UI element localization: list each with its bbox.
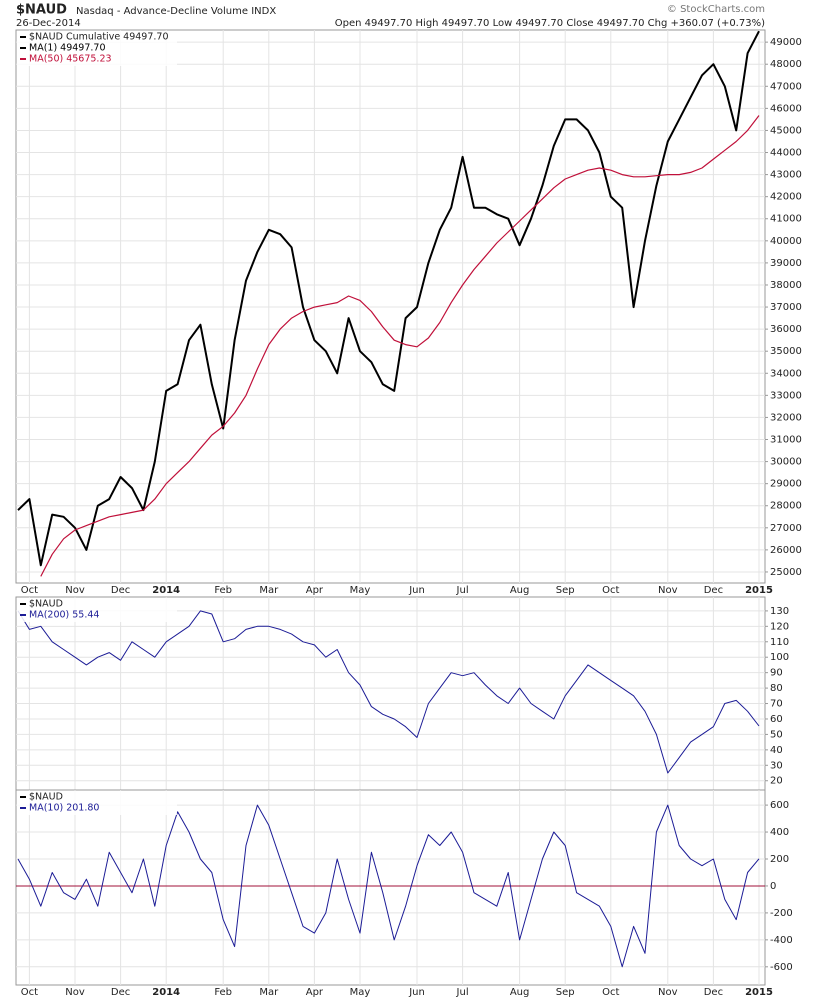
y-tick-label: 0 xyxy=(770,881,776,892)
y-tick-label: -600 xyxy=(770,962,793,973)
y-tick-label: 28000 xyxy=(770,501,802,512)
y-tick-label: 70 xyxy=(770,699,783,710)
x-tick-label: Nov xyxy=(658,987,678,998)
x-tick-label: Sep xyxy=(556,585,575,596)
y-tick-label: 29000 xyxy=(770,479,802,490)
y-tick-label: 34000 xyxy=(770,368,802,379)
x-tick-label: Oct xyxy=(602,585,619,596)
y-tick-label: 36000 xyxy=(770,324,802,335)
y-tick-label: 80 xyxy=(770,683,783,694)
legend-entry: MA(1) 49497.70 xyxy=(29,43,106,54)
y-tick-label: 600 xyxy=(770,800,789,811)
x-tick-label: May xyxy=(350,585,371,596)
x-tick-label: Apr xyxy=(306,987,324,998)
y-tick-label: -200 xyxy=(770,908,793,919)
x-tick-label: Jul xyxy=(456,585,469,596)
x-tick-label: Dec xyxy=(704,585,723,596)
y-tick-label: 31000 xyxy=(770,435,802,446)
x-tick-label: Aug xyxy=(510,585,530,596)
y-tick-label: 200 xyxy=(770,854,789,865)
credit: © StockCharts.com xyxy=(667,4,765,15)
series-line xyxy=(17,804,760,968)
legend-box xyxy=(17,31,177,66)
series-line xyxy=(17,610,760,774)
panel-frame xyxy=(15,29,766,584)
index-name: Nasdaq - Advance-Decline Volume INDX xyxy=(76,6,276,17)
legend-box xyxy=(17,791,177,815)
x-tick-label: Feb xyxy=(214,987,232,998)
x-tick-label: Mar xyxy=(259,585,279,596)
y-tick-label: 400 xyxy=(770,827,789,838)
y-tick-label: 46000 xyxy=(770,103,802,114)
series-line xyxy=(40,115,760,577)
panel-frame xyxy=(15,789,766,986)
y-tick-label: 40000 xyxy=(770,236,802,247)
x-tick-label: Oct xyxy=(21,987,38,998)
x-tick-label: Dec xyxy=(111,987,130,998)
legend-title: $NAUD Cumulative 49497.70 xyxy=(29,32,169,43)
legend-entry: MA(200) 55.44 xyxy=(29,610,99,621)
y-tick-label: 110 xyxy=(770,637,789,648)
x-tick-label: Sep xyxy=(556,987,575,998)
y-tick-label: 47000 xyxy=(770,81,802,92)
legend-entry: MA(10) 201.80 xyxy=(29,803,99,814)
y-tick-label: 50 xyxy=(770,729,783,740)
x-tick-label: Aug xyxy=(510,987,530,998)
symbol: $NAUD xyxy=(16,3,67,18)
y-tick-label: 43000 xyxy=(770,170,802,181)
series-line xyxy=(17,30,760,567)
y-tick-label: 48000 xyxy=(770,59,802,70)
x-tick-label: Apr xyxy=(306,585,324,596)
y-tick-label: 33000 xyxy=(770,390,802,401)
y-tick-label: 20 xyxy=(770,776,783,787)
y-tick-label: 30 xyxy=(770,760,783,771)
y-tick-label: 130 xyxy=(770,606,789,617)
x-tick-label: 2015 xyxy=(745,585,773,596)
x-tick-label: Nov xyxy=(65,987,85,998)
date: 26-Dec-2014 xyxy=(16,18,81,29)
legend-title: $NAUD xyxy=(29,792,63,803)
y-tick-label: 38000 xyxy=(770,280,802,291)
y-tick-label: 40 xyxy=(770,745,783,756)
legend-entry: MA(50) 45675.23 xyxy=(29,54,112,65)
x-tick-label: Oct xyxy=(21,585,38,596)
y-tick-label: 25000 xyxy=(770,567,802,578)
y-tick-label: 26000 xyxy=(770,545,802,556)
y-tick-label: 30000 xyxy=(770,457,802,468)
legend-box xyxy=(17,598,177,622)
y-tick-label: 90 xyxy=(770,668,783,679)
x-tick-label: Nov xyxy=(65,585,85,596)
x-tick-label: Jun xyxy=(408,585,425,596)
y-tick-label: 60 xyxy=(770,714,783,725)
y-tick-label: 41000 xyxy=(770,214,802,225)
x-tick-label: Feb xyxy=(214,585,232,596)
x-tick-label: Dec xyxy=(704,987,723,998)
x-tick-label: 2014 xyxy=(152,987,180,998)
y-tick-label: 39000 xyxy=(770,258,802,269)
y-tick-label: 42000 xyxy=(770,192,802,203)
y-tick-label: 100 xyxy=(770,652,789,663)
x-tick-label: 2014 xyxy=(152,585,180,596)
y-tick-label: 45000 xyxy=(770,125,802,136)
y-tick-label: 37000 xyxy=(770,302,802,313)
y-tick-label: 44000 xyxy=(770,148,802,159)
y-tick-label: 35000 xyxy=(770,346,802,357)
x-tick-label: Dec xyxy=(111,585,130,596)
quote: Open 49497.70 High 49497.70 Low 49497.70… xyxy=(335,18,765,29)
y-tick-label: 32000 xyxy=(770,412,802,423)
x-tick-label: May xyxy=(350,987,371,998)
y-tick-label: -400 xyxy=(770,935,793,946)
legend-title: $NAUD xyxy=(29,599,63,610)
y-tick-label: 49000 xyxy=(770,37,802,48)
y-tick-label: 27000 xyxy=(770,523,802,534)
x-tick-label: Jun xyxy=(408,987,425,998)
x-tick-label: Jul xyxy=(456,987,469,998)
x-tick-label: Oct xyxy=(602,987,619,998)
x-tick-label: Mar xyxy=(259,987,279,998)
x-tick-label: Nov xyxy=(658,585,678,596)
x-tick-label: 2015 xyxy=(745,987,773,998)
y-tick-label: 120 xyxy=(770,621,789,632)
